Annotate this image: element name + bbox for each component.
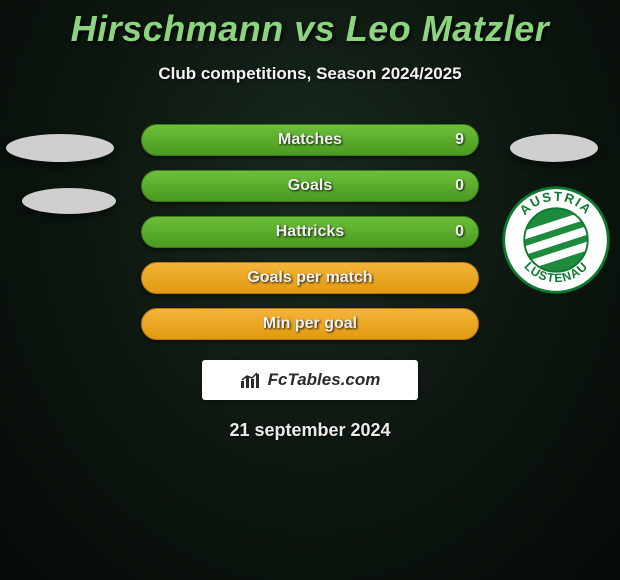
club-crest: AUSTRIA LUSTENAU <box>500 184 612 296</box>
left-player-shadow-placeholder <box>22 188 116 214</box>
stat-bar-min-per-goal: Min per goal <box>141 308 479 340</box>
stat-label: Goals per match <box>247 269 372 287</box>
stat-label: Matches <box>278 131 342 149</box>
stat-label: Hattricks <box>276 223 344 241</box>
comparison-stage: AUSTRIA LUSTENAU Matches 9 Goals 0 Hattr… <box>0 124 620 441</box>
stat-value: 9 <box>455 131 464 149</box>
brand-badge: FcTables.com <box>202 360 418 400</box>
stat-bar-goals: Goals 0 <box>141 170 479 202</box>
stat-bar-goals-per-match: Goals per match <box>141 262 479 294</box>
date-label: 21 september 2024 <box>0 420 620 441</box>
left-player-avatar-placeholder <box>6 134 114 162</box>
stat-value: 0 <box>455 223 464 241</box>
brand-text: FcTables.com <box>268 370 381 390</box>
stats-bars: Matches 9 Goals 0 Hattricks 0 Goals per … <box>141 124 479 340</box>
stat-label: Min per goal <box>263 315 357 333</box>
right-player-avatar-placeholder <box>510 134 598 162</box>
page-title: Hirschmann vs Leo Matzler <box>0 0 620 50</box>
stat-bar-hattricks: Hattricks 0 <box>141 216 479 248</box>
stat-label: Goals <box>288 177 332 195</box>
subtitle: Club competitions, Season 2024/2025 <box>0 64 620 84</box>
chart-icon <box>240 371 262 389</box>
stat-value: 0 <box>455 177 464 195</box>
stat-bar-matches: Matches 9 <box>141 124 479 156</box>
